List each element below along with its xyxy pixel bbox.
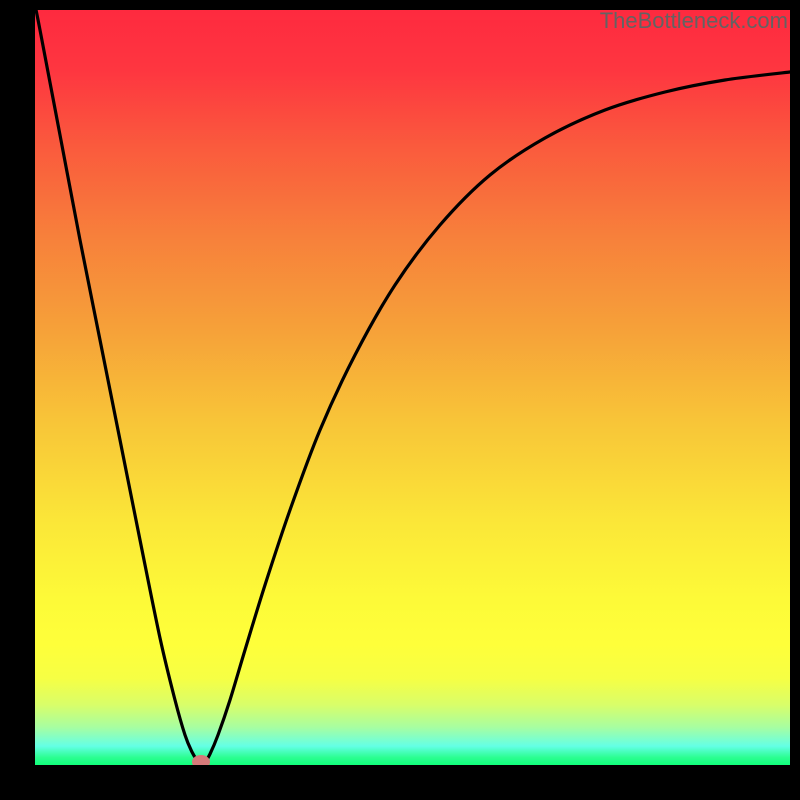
bottleneck-curve <box>35 10 790 764</box>
chart-container: TheBottleneck.com <box>0 0 800 800</box>
curve-layer <box>35 10 790 765</box>
plot-area <box>35 10 790 765</box>
watermark-text: TheBottleneck.com <box>600 8 788 34</box>
